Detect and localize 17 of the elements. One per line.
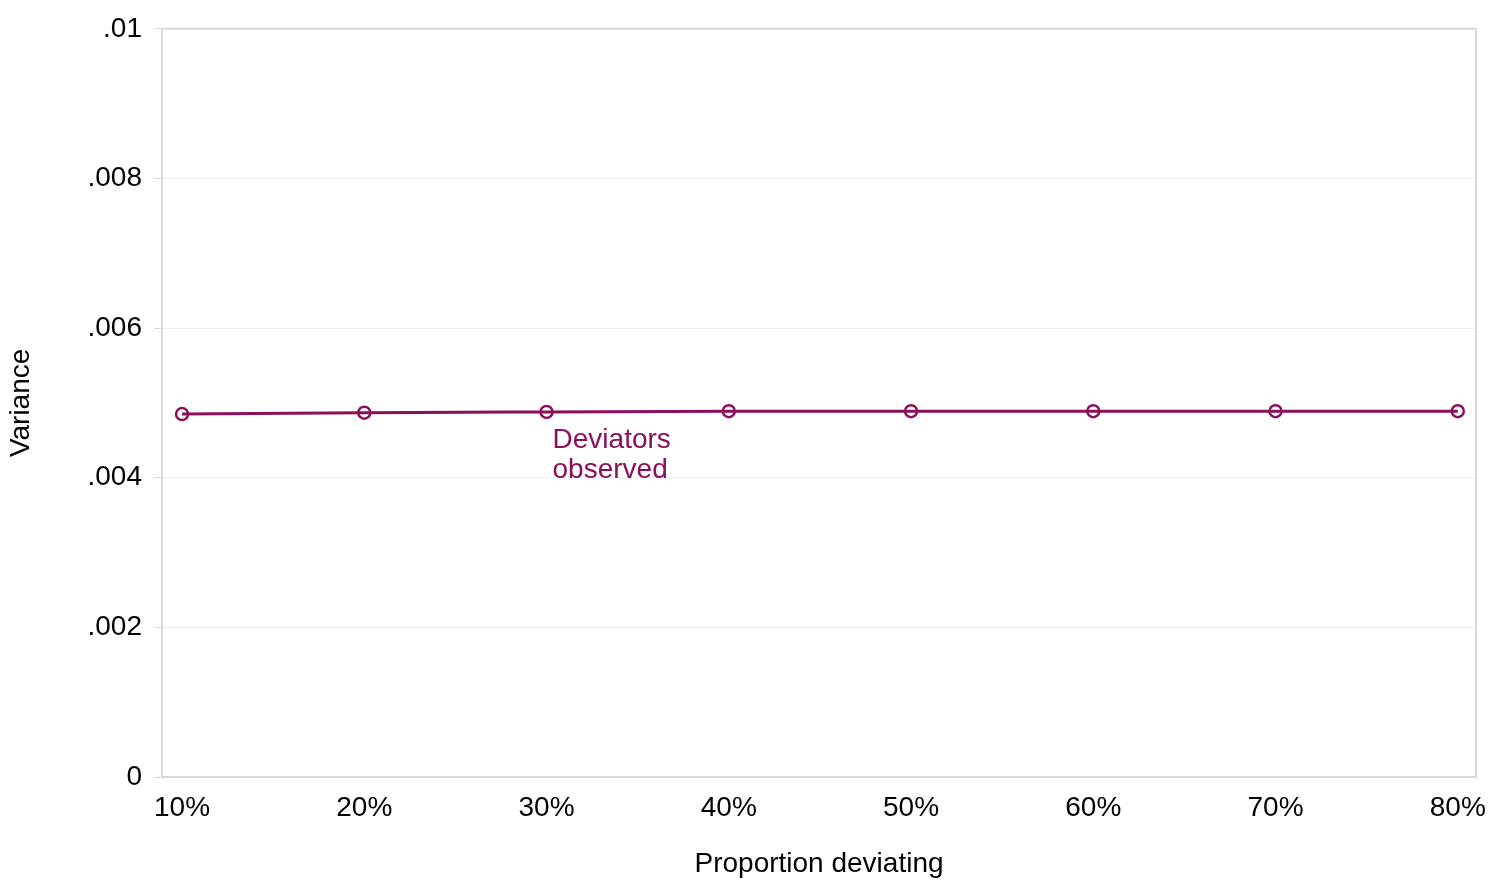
y-axis-title: Variance <box>3 348 35 458</box>
y-tick-label: 0 <box>126 759 142 791</box>
x-tick-label: 80% <box>1429 790 1486 822</box>
x-tick-label: 10% <box>154 790 211 822</box>
series-label: Deviators observed <box>552 422 671 484</box>
x-tick-label: 40% <box>700 790 757 822</box>
y-tick-label: .01 <box>103 11 142 43</box>
y-tick-label: .002 <box>87 610 142 642</box>
x-tick-label: 60% <box>1065 790 1122 822</box>
y-tick-label: .008 <box>87 161 142 193</box>
y-tick-label: .006 <box>87 310 142 342</box>
x-tick-label: 20% <box>336 790 393 822</box>
x-tick-label: 70% <box>1247 790 1304 822</box>
x-tick-label: 50% <box>883 790 940 822</box>
x-axis-title: Proportion deviating <box>694 846 944 878</box>
x-tick-label: 30% <box>518 790 575 822</box>
y-tick-label: .004 <box>87 460 142 492</box>
